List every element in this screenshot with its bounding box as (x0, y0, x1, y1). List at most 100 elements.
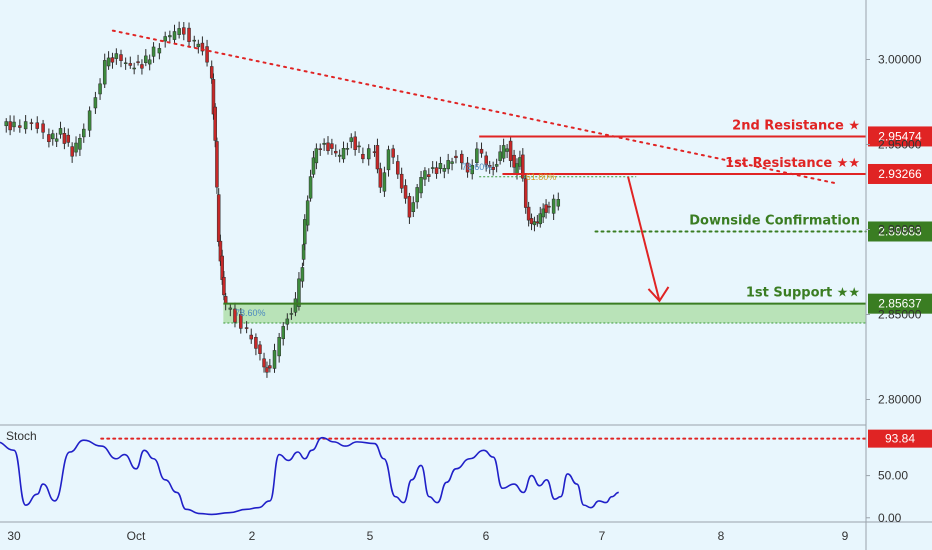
candle-body (258, 344, 262, 354)
candle-body (132, 67, 136, 70)
candle-body (62, 133, 67, 144)
fib-label: 78.60% (462, 162, 493, 172)
candle-body (151, 46, 156, 57)
fib-label: 61.80% (526, 172, 557, 182)
candle-body (314, 148, 319, 164)
candle-body (157, 48, 162, 54)
candle-body (427, 174, 431, 177)
candle-body (147, 59, 152, 65)
candle-body (220, 255, 224, 280)
price-tick-label: 2.80000 (878, 393, 922, 407)
annotations: 2nd Resistance ★ 2.95474 1st Resistance ★★… (111, 29, 932, 318)
candle-body (102, 60, 107, 85)
time-tick-label: 2 (249, 529, 256, 543)
candle-body (372, 151, 377, 153)
candle-body (411, 202, 416, 213)
candle-body (289, 313, 294, 315)
price-candles (4, 21, 561, 378)
candle-body (249, 334, 254, 340)
time-tick-label: Oct (127, 529, 146, 543)
candle-body (66, 134, 71, 143)
candle-body (375, 145, 380, 170)
candle-body (23, 121, 28, 130)
candle-body (213, 106, 217, 141)
candle-body (538, 213, 543, 225)
level-price-tag (868, 126, 932, 147)
level-label: 2nd Resistance ★ (732, 118, 860, 133)
candle-body (285, 318, 290, 325)
candle-body (535, 221, 540, 224)
stoch-title: Stoch (6, 429, 37, 443)
candle-body (281, 326, 285, 340)
candle-body (163, 36, 167, 42)
time-tick-label: 7 (599, 529, 606, 543)
candle-body (70, 146, 74, 157)
candle-body (93, 97, 98, 109)
candle-body (547, 205, 551, 208)
candle-body (128, 63, 133, 66)
level-price-tag (868, 293, 932, 314)
candle-body (515, 163, 519, 174)
support-zone (223, 304, 867, 324)
candle-body (438, 163, 443, 169)
candle-body (318, 148, 323, 150)
candle-body (196, 43, 201, 48)
price-tick-label: 2.95000 (878, 138, 922, 152)
stoch-line (0, 436, 619, 516)
level-price-tag-text: 2.89883 (878, 224, 922, 238)
stoch-tick-label: 50.00 (878, 469, 908, 483)
support-zone-rect (223, 304, 867, 323)
candle-body (391, 148, 395, 158)
candle-body (430, 167, 435, 169)
candle-body (491, 167, 495, 170)
candle-body (396, 161, 400, 175)
candle-body (78, 137, 82, 150)
candle-body (465, 162, 470, 173)
candle-body (551, 198, 556, 214)
candle-body (239, 314, 243, 329)
projection-arrow-shaft (627, 176, 661, 302)
candle-body (366, 148, 371, 160)
candle-body (415, 187, 419, 203)
candle-body (12, 121, 16, 128)
candle-body (123, 62, 128, 64)
candle-body (301, 244, 306, 260)
candle-body (58, 128, 63, 135)
candle-body (110, 57, 115, 63)
candle-body (51, 133, 55, 140)
candle-body (518, 157, 522, 167)
candle-body (521, 154, 525, 179)
price-tick-label: 2.85000 (878, 308, 922, 322)
candle-body (303, 219, 307, 245)
candle-body (4, 121, 8, 127)
level-label: 1st Resistance ★★ (725, 156, 860, 171)
candle-body (508, 140, 513, 161)
candle-body (262, 358, 266, 368)
candle-body (297, 278, 301, 307)
candle-body (475, 148, 479, 163)
candle-body (556, 199, 561, 207)
candle-body (479, 148, 484, 154)
candle-body (277, 337, 281, 357)
candle-body (41, 123, 45, 133)
stoch-tick-label: 0.00 (878, 511, 902, 525)
candle-body (87, 110, 92, 131)
candle-body (345, 148, 350, 150)
candle-body (300, 267, 305, 282)
candle-body (498, 151, 502, 161)
candle-body (114, 53, 119, 59)
candle-body (82, 128, 86, 138)
candle-body (407, 196, 412, 218)
candle-body (450, 161, 454, 164)
candle-body (168, 35, 172, 38)
candle-body (272, 350, 277, 369)
candle-body (222, 276, 226, 296)
candle-body (505, 148, 509, 152)
candle-body (200, 42, 205, 52)
candle-body (399, 173, 404, 189)
fib-label: 78.60% (235, 308, 266, 318)
stoch-panel: Stoch 93.84 (0, 429, 932, 516)
candle-body (215, 141, 219, 188)
candle-body (442, 168, 447, 172)
candle-body (29, 122, 34, 124)
